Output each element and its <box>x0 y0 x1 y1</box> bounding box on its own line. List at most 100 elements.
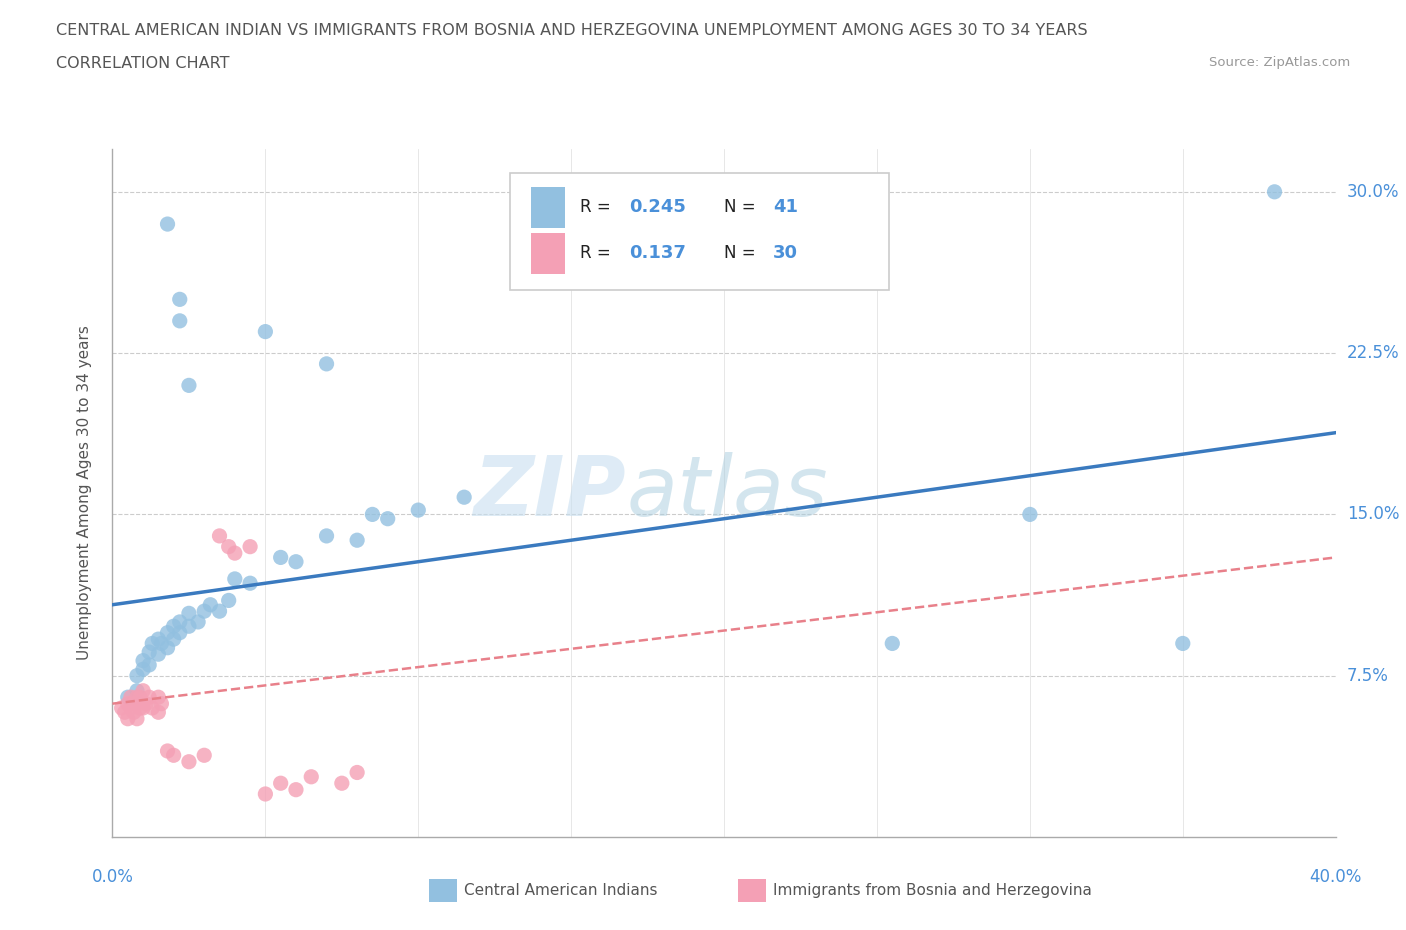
Point <box>169 292 191 307</box>
Text: Central American Indians: Central American Indians <box>464 884 658 898</box>
Point <box>1018 507 1040 522</box>
Point <box>148 705 170 720</box>
Text: R =: R = <box>579 198 616 217</box>
Point <box>224 546 246 561</box>
Text: Immigrants from Bosnia and Herzegovina: Immigrants from Bosnia and Herzegovina <box>773 884 1092 898</box>
Point <box>177 606 200 621</box>
Point <box>150 697 173 711</box>
Point <box>163 618 186 633</box>
Point <box>1171 636 1194 651</box>
Text: 41: 41 <box>773 198 799 217</box>
Point <box>156 217 179 232</box>
Point <box>315 356 337 371</box>
Point <box>177 378 200 392</box>
Point <box>132 662 155 677</box>
Bar <box>531 187 565 228</box>
Point <box>129 700 152 715</box>
Point <box>156 744 179 759</box>
Point <box>169 615 191 630</box>
Bar <box>531 232 565 274</box>
Point <box>117 697 139 711</box>
Point <box>141 700 163 715</box>
Point <box>239 539 262 554</box>
Point <box>148 631 170 646</box>
Text: N =: N = <box>724 198 761 217</box>
Point <box>132 653 155 668</box>
Point <box>299 769 322 784</box>
Point <box>125 684 148 698</box>
Text: 22.5%: 22.5% <box>1347 344 1399 362</box>
Text: 0.137: 0.137 <box>628 245 686 262</box>
Y-axis label: Unemployment Among Ages 30 to 34 years: Unemployment Among Ages 30 to 34 years <box>77 326 91 660</box>
Point <box>148 646 170 661</box>
Text: 15.0%: 15.0% <box>1347 505 1399 524</box>
Point <box>138 658 160 672</box>
Text: CENTRAL AMERICAN INDIAN VS IMMIGRANTS FROM BOSNIA AND HERZEGOVINA UNEMPLOYMENT A: CENTRAL AMERICAN INDIAN VS IMMIGRANTS FR… <box>56 23 1088 38</box>
Text: N =: N = <box>724 245 761 262</box>
Point <box>177 754 200 769</box>
Point <box>117 711 139 726</box>
Point <box>882 636 904 651</box>
Text: atlas: atlas <box>626 452 828 534</box>
Point <box>120 690 142 705</box>
Point <box>254 787 277 802</box>
Point <box>125 669 148 684</box>
Point <box>1264 184 1286 199</box>
Point <box>125 711 148 726</box>
Point <box>122 705 145 720</box>
Point <box>141 636 163 651</box>
Point <box>193 604 215 618</box>
Text: 7.5%: 7.5% <box>1347 667 1389 684</box>
Text: 40.0%: 40.0% <box>1309 868 1362 885</box>
Point <box>156 641 179 656</box>
Point <box>208 604 231 618</box>
Point <box>129 690 152 705</box>
Point <box>193 748 215 763</box>
Point <box>132 700 155 715</box>
Point <box>254 325 277 339</box>
Text: CORRELATION CHART: CORRELATION CHART <box>56 56 229 71</box>
Point <box>187 615 209 630</box>
Point <box>200 597 222 612</box>
Point <box>150 636 173 651</box>
Point <box>270 776 292 790</box>
Point <box>218 539 240 554</box>
Text: R =: R = <box>579 245 616 262</box>
Point <box>270 550 292 565</box>
Point <box>138 690 160 705</box>
Point <box>284 554 308 569</box>
Point <box>218 593 240 608</box>
Point <box>330 776 353 790</box>
Point <box>224 571 246 587</box>
Point <box>169 313 191 328</box>
Point <box>122 697 145 711</box>
Point <box>346 765 368 780</box>
Point <box>315 528 337 543</box>
Point <box>111 700 134 715</box>
Text: 30: 30 <box>773 245 799 262</box>
Text: Source: ZipAtlas.com: Source: ZipAtlas.com <box>1209 56 1350 69</box>
Text: 30.0%: 30.0% <box>1347 183 1399 201</box>
Point <box>125 690 148 705</box>
Point <box>114 705 136 720</box>
Point <box>163 631 186 646</box>
Point <box>169 625 191 640</box>
FancyBboxPatch shape <box>510 173 889 290</box>
Point <box>377 512 399 526</box>
Point <box>208 528 231 543</box>
Text: ZIP: ZIP <box>474 452 626 534</box>
Point <box>346 533 368 548</box>
Point <box>361 507 384 522</box>
Point <box>163 748 186 763</box>
Point <box>138 644 160 659</box>
Point <box>453 490 475 505</box>
Point <box>132 684 155 698</box>
Point <box>117 690 139 705</box>
Point <box>156 625 179 640</box>
Point <box>135 697 157 711</box>
Point <box>177 618 200 633</box>
Text: 0.0%: 0.0% <box>91 868 134 885</box>
Point <box>284 782 308 797</box>
Point <box>408 503 430 518</box>
Text: 0.245: 0.245 <box>628 198 686 217</box>
